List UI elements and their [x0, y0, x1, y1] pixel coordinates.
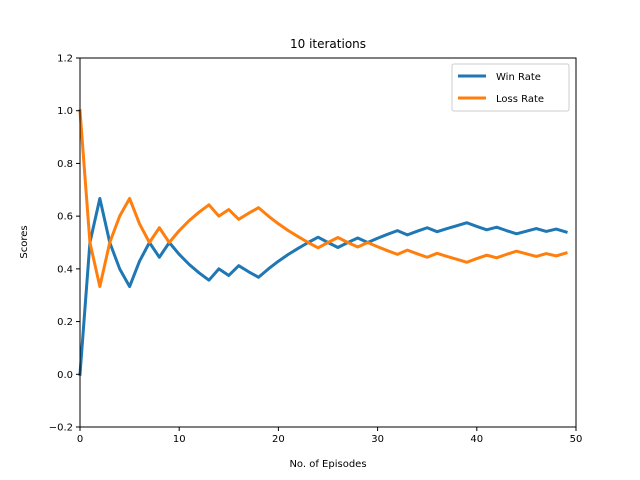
legend-label-loss-rate: Loss Rate [496, 94, 544, 105]
y-tick-label: −0.2 [49, 423, 73, 434]
series-line-win-rate [78, 196, 568, 376]
y-tick-label: 0.2 [57, 317, 73, 328]
x-axis-label: No. of Episodes [289, 459, 366, 470]
x-tick-label: 0 [77, 434, 83, 445]
y-tick-label: 0.8 [57, 159, 73, 170]
chart-title: 10 iterations [290, 37, 366, 51]
legend: Win Rate Loss Rate [451, 63, 570, 112]
x-tick-label: 10 [173, 434, 186, 445]
series-layer [78, 109, 568, 376]
plot-frame [79, 57, 577, 428]
x-tick-label: 20 [272, 434, 285, 445]
y-tick-label: 1.2 [57, 54, 73, 65]
y-tick-label: 1.0 [57, 106, 73, 117]
x-tick-label: 40 [470, 434, 483, 445]
y-tick-label: 0.4 [57, 264, 73, 275]
x-tick-label: 50 [570, 434, 583, 445]
y-axis-label: Scores [19, 225, 30, 258]
series-line-loss-rate [78, 109, 568, 289]
x-tick-label: 30 [371, 434, 384, 445]
y-tick-label: 0.6 [57, 212, 73, 223]
axes-layer: 0 10 20 30 40 50 −0.2 0.0 0.2 0.4 0.6 0.8 1.0 1.2 [49, 54, 583, 446]
y-tick-label: 0.0 [57, 370, 73, 381]
legend-label-win-rate: Win Rate [496, 72, 541, 83]
